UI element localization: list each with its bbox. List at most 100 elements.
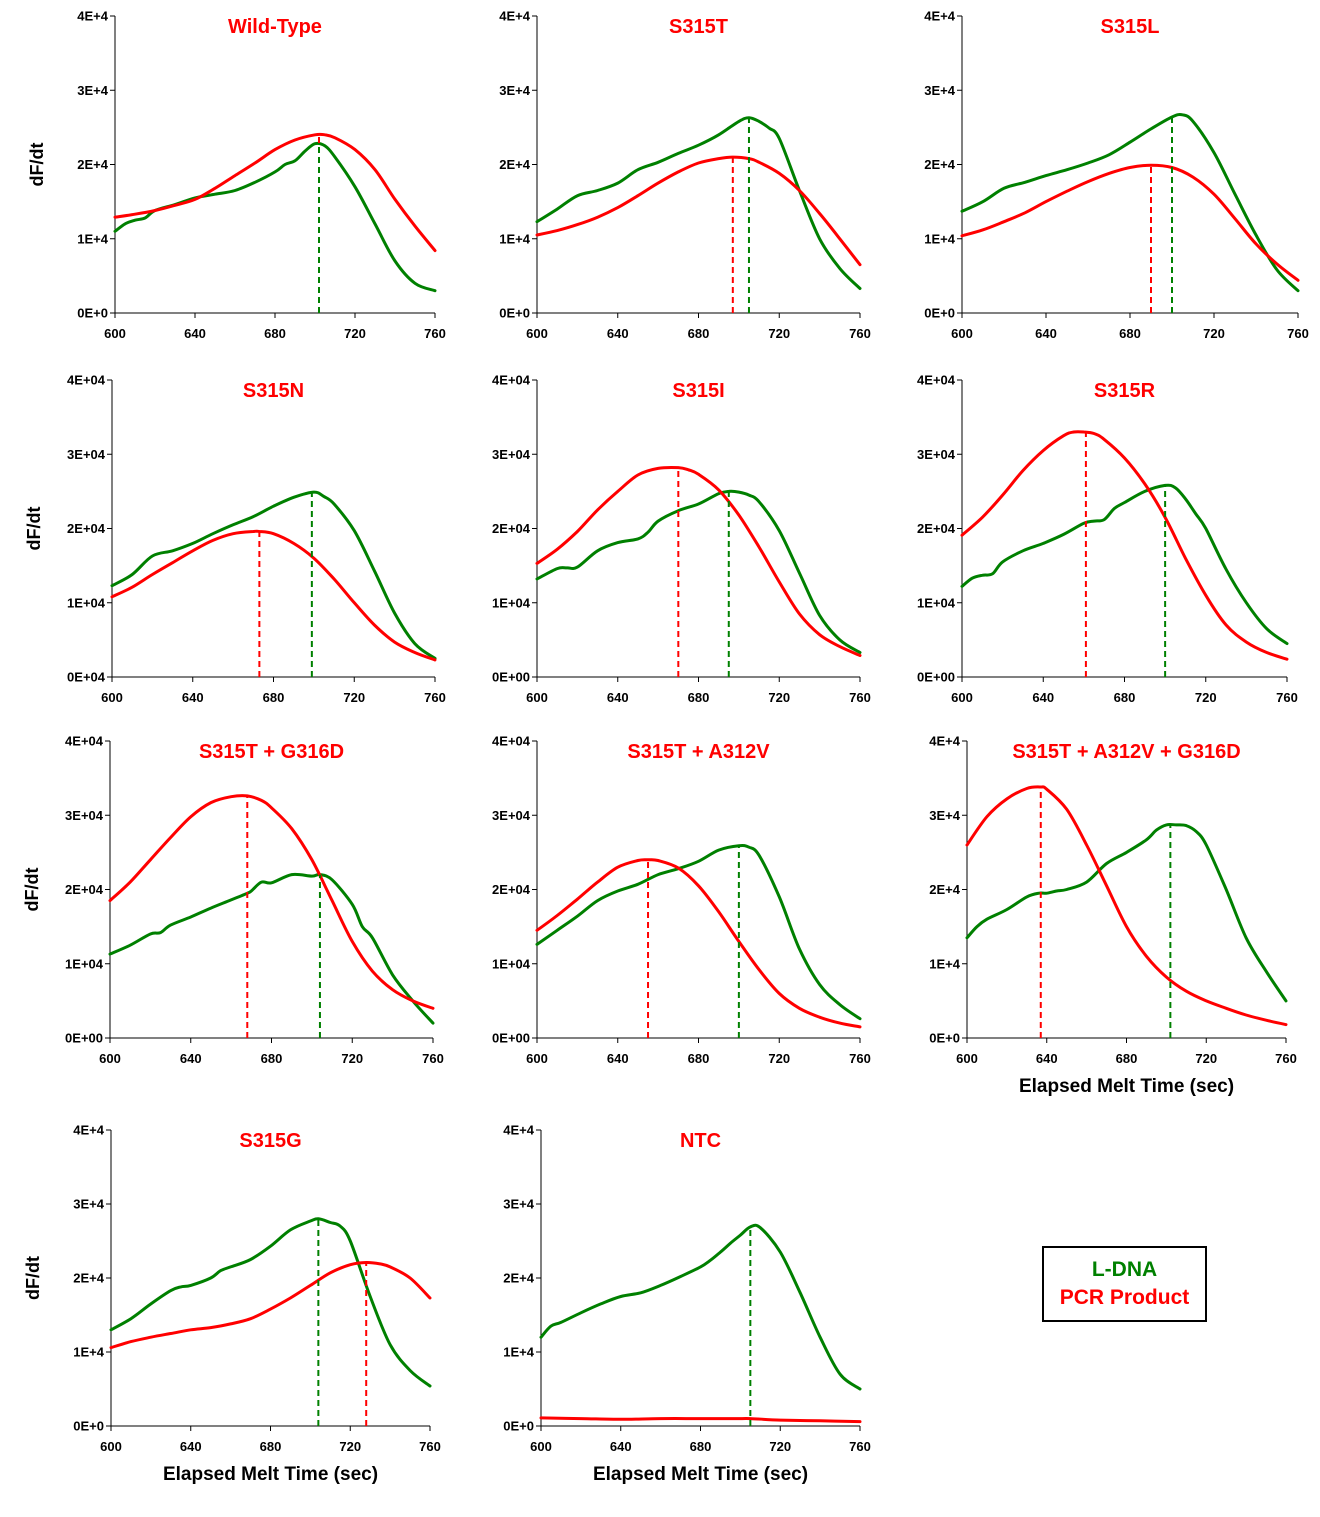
y-tick-label: 4E+4: [503, 1123, 534, 1138]
x-tick-label: 600: [530, 1439, 552, 1454]
chart-panel-11: 0E+0 1E+4 2E+4 3E+4 4E+4 600 640 680 720 760 NTC El…: [503, 1123, 871, 1486]
x-tick-label: 640: [1035, 326, 1057, 341]
chart-panel-1: 0E+0 1E+4 2E+4 3E+4 4E+4 600 640 680 720 760 Wild-…: [27, 9, 446, 342]
x-tick-label: 640: [607, 326, 629, 341]
x-tick-label: 720: [768, 1051, 790, 1066]
x-tick-label: 640: [1032, 690, 1054, 705]
y-tick-label: 1E+04: [65, 956, 104, 971]
x-tick-label: 640: [180, 1439, 202, 1454]
y-axis-label: dF/dt: [24, 507, 44, 551]
series-line-pcr: [108, 794, 435, 1010]
y-tick-label: 3E+4: [499, 83, 530, 98]
x-tick-label: 720: [769, 1439, 791, 1454]
legend-item-ldna: L-DNA: [1091, 1258, 1158, 1281]
x-tick-label: 760: [1276, 690, 1298, 705]
chart-title: S315T + A312V + G316D: [1012, 741, 1240, 763]
x-tick-label: 760: [424, 326, 446, 341]
x-tick-label: 760: [419, 1439, 441, 1454]
x-tick-label: 720: [1203, 326, 1225, 341]
y-tick-label: 4E+04: [67, 373, 106, 388]
y-tick-label: 3E+4: [924, 83, 955, 98]
y-tick-label: 0E+0: [73, 1419, 104, 1434]
series-line-ldna: [109, 1217, 432, 1388]
y-tick-label: 0E+0: [77, 306, 108, 321]
series-line-pcr: [965, 785, 1288, 1027]
y-tick-label: 1E+04: [492, 956, 531, 971]
chart-panel-7: 0E+00 1E+04 2E+04 3E+04 4E+04 600 640 680 720 760…: [22, 734, 444, 1067]
x-tick-label: 680: [260, 1439, 282, 1454]
y-tick-label: 1E+04: [917, 595, 956, 610]
x-tick-label: 720: [1195, 1051, 1217, 1066]
x-tick-label: 600: [526, 326, 548, 341]
chart-title: Wild-Type: [228, 16, 322, 38]
series-line-ldna: [108, 872, 435, 1025]
series-line-ldna: [535, 489, 862, 654]
x-tick-label: 640: [610, 1439, 632, 1454]
x-tick-label: 600: [100, 1439, 122, 1454]
series-line-pcr: [110, 529, 437, 662]
series-line-pcr: [109, 1260, 432, 1350]
chart-title: S315T + A312V: [627, 741, 770, 763]
x-tick-label: 720: [343, 690, 365, 705]
y-tick-label: 1E+4: [499, 231, 530, 246]
y-tick-label: 2E+04: [65, 882, 104, 897]
series-line-ldna: [113, 141, 437, 293]
x-tick-label: 720: [768, 326, 790, 341]
x-tick-label: 600: [951, 326, 973, 341]
y-tick-label: 1E+04: [492, 595, 531, 610]
x-tick-label: 720: [341, 1051, 363, 1066]
x-tick-label: 720: [344, 326, 366, 341]
series-line-ldna: [110, 490, 437, 660]
y-tick-label: 0E+0: [924, 306, 955, 321]
chart-title: S315L: [1101, 16, 1160, 38]
x-tick-label: 760: [1275, 1051, 1297, 1066]
y-tick-label: 2E+04: [917, 521, 956, 536]
y-tick-label: 4E+4: [924, 9, 955, 24]
series-line-ldna: [965, 822, 1288, 1003]
x-tick-label: 680: [688, 690, 710, 705]
chart-title: S315N: [243, 380, 304, 402]
chart-panel-10: 0E+0 1E+4 2E+4 3E+4 4E+4 600 640 680 720 760 S315G…: [23, 1123, 441, 1486]
x-tick-label: 600: [99, 1051, 121, 1066]
x-tick-label: 640: [1036, 1051, 1058, 1066]
x-tick-label: 760: [422, 1051, 444, 1066]
x-tick-label: 680: [264, 326, 286, 341]
x-tick-label: 720: [1195, 690, 1217, 705]
legend-box: L-DNA PCR Product: [1042, 1246, 1207, 1322]
y-tick-label: 4E+04: [492, 734, 531, 749]
chart-title: NTC: [680, 1130, 721, 1152]
y-tick-label: 2E+4: [77, 157, 108, 172]
x-tick-label: 760: [849, 1439, 871, 1454]
x-tick-label: 680: [688, 1051, 710, 1066]
x-tick-label: 640: [182, 690, 204, 705]
y-tick-label: 4E+4: [499, 9, 530, 24]
y-tick-label: 0E+0: [929, 1031, 960, 1046]
x-tick-label: 640: [180, 1051, 202, 1066]
x-tick-label: 720: [339, 1439, 361, 1454]
series-line-pcr: [539, 1416, 862, 1424]
x-tick-label: 680: [690, 1439, 712, 1454]
x-tick-label: 760: [1287, 326, 1309, 341]
x-tick-label: 680: [263, 690, 285, 705]
y-tick-label: 3E+04: [492, 447, 531, 462]
x-axis-label: Elapsed Melt Time (sec): [593, 1464, 808, 1485]
y-tick-label: 3E+4: [503, 1197, 534, 1212]
y-tick-label: 2E+4: [73, 1271, 104, 1286]
y-axis-label: dF/dt: [27, 143, 47, 187]
y-tick-label: 2E+04: [492, 882, 531, 897]
x-tick-label: 600: [104, 326, 126, 341]
y-axis-label: dF/dt: [23, 1256, 43, 1300]
series-line-pcr: [960, 163, 1300, 282]
y-tick-label: 4E+4: [77, 9, 108, 24]
y-axis-label: dF/dt: [22, 868, 42, 912]
chart-panel-2: 0E+0 1E+4 2E+4 3E+4 4E+4 600 640 680 720 760 S315T: [499, 9, 871, 342]
y-tick-label: 4E+04: [917, 373, 956, 388]
y-tick-label: 4E+04: [492, 373, 531, 388]
y-tick-label: 3E+4: [73, 1197, 104, 1212]
series-line-pcr: [960, 430, 1289, 661]
chart-panel-4: 0E+04 1E+04 2E+04 3E+04 4E+04 600 640 680 720 760…: [24, 373, 446, 706]
x-tick-label: 680: [1114, 690, 1136, 705]
chart-panel-9: 0E+0 1E+4 2E+4 3E+4 4E+4 600 640 680 720 760 S315T…: [929, 734, 1297, 1098]
series-line-pcr: [535, 155, 862, 267]
